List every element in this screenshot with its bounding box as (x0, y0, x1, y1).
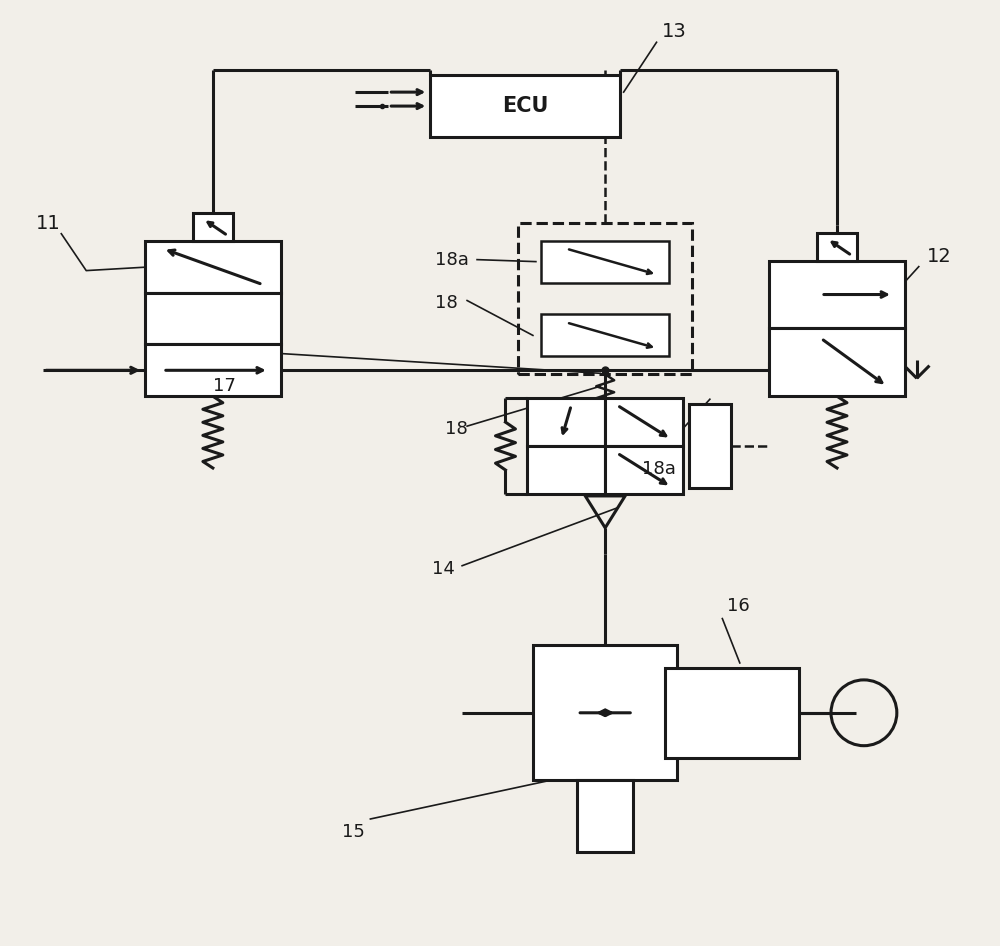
Bar (605, 398, 683, 447)
Text: 17: 17 (213, 377, 236, 395)
Bar (817, 233, 857, 261)
Text: 15: 15 (342, 823, 365, 841)
Text: 18a: 18a (435, 251, 469, 269)
Bar (193, 213, 233, 240)
Text: 11: 11 (36, 214, 61, 233)
Bar (541, 314, 669, 357)
Bar (541, 240, 669, 283)
Text: 14: 14 (432, 560, 455, 578)
Bar (527, 447, 605, 494)
Bar (605, 447, 683, 494)
Bar (518, 222, 692, 375)
Bar (533, 645, 677, 780)
Text: 16: 16 (727, 597, 750, 615)
Bar (769, 261, 905, 328)
Bar (769, 328, 905, 396)
Text: ECU: ECU (502, 96, 548, 116)
Bar (689, 404, 731, 488)
Text: 12: 12 (927, 247, 951, 266)
Bar (577, 780, 633, 852)
Bar (527, 398, 605, 447)
Bar (665, 668, 799, 758)
Bar (430, 75, 620, 137)
Bar (145, 240, 281, 292)
Bar (145, 292, 281, 344)
Text: 18a: 18a (642, 460, 675, 478)
Text: 13: 13 (662, 23, 686, 42)
Text: 18: 18 (435, 294, 458, 312)
Bar (145, 344, 281, 396)
Text: 18: 18 (445, 420, 468, 438)
